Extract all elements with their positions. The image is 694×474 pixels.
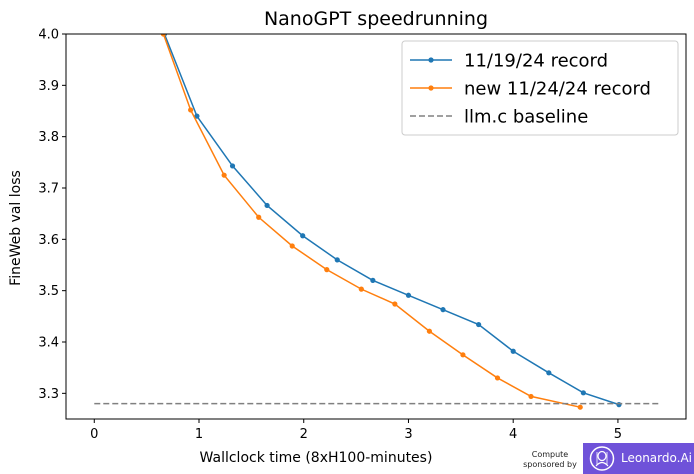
- legend-label: llm.c baseline: [464, 107, 588, 128]
- y-axis-label: FineWeb val loss: [8, 170, 24, 286]
- data-point: [616, 402, 622, 408]
- y-tick-label: 3.3: [38, 387, 59, 402]
- data-point: [580, 390, 586, 396]
- sponsor-caption: Compute sponsored by: [523, 450, 577, 469]
- legend-marker: [428, 57, 434, 63]
- data-point: [577, 404, 583, 410]
- data-point: [289, 243, 295, 249]
- plot-frame: [65, 33, 687, 420]
- y-tick-label: 3.7: [38, 182, 59, 197]
- data-point: [440, 307, 446, 313]
- y-tick-label: 4.0: [38, 28, 59, 43]
- data-point: [358, 286, 364, 292]
- x-tick-label: 0: [90, 427, 98, 442]
- y-tick-label: 3.5: [38, 284, 59, 299]
- data-point: [229, 163, 236, 169]
- sponsor-badge: Leonardo.Ai: [583, 443, 694, 474]
- data-point: [494, 375, 501, 381]
- legend-label: 11/19/24 record: [464, 51, 608, 72]
- data-point: [546, 370, 552, 376]
- legend-marker: [428, 85, 434, 91]
- x-tick-label: 4: [509, 427, 517, 442]
- data-point: [264, 202, 270, 209]
- data-point: [460, 352, 466, 358]
- series-line-0: [163, 34, 620, 406]
- data-point: [188, 107, 194, 113]
- legend-frame: [401, 40, 679, 136]
- x-axis-label: Wallclock time (8xH100-minutes): [200, 450, 433, 466]
- sponsor-banner: Compute sponsored by Leonardo.Ai: [518, 443, 694, 474]
- data-point: [370, 277, 376, 283]
- data-point: [334, 257, 340, 263]
- data-point: [300, 233, 306, 239]
- y-tick-label: 3.4: [38, 336, 59, 351]
- x-tick-label: 5: [614, 427, 622, 442]
- data-point: [256, 214, 262, 220]
- data-point: [405, 292, 412, 298]
- data-point: [426, 328, 433, 334]
- legend-label: new 11/24/24 record: [464, 79, 651, 100]
- data-point: [528, 393, 534, 400]
- data-point: [194, 113, 200, 119]
- leonardo-logo-icon: [589, 446, 615, 471]
- sponsor-name: Leonardo.Ai: [621, 451, 692, 465]
- data-point: [392, 301, 398, 307]
- x-tick-label: 2: [300, 427, 308, 442]
- chart-title: NanoGPT speedrunning: [264, 8, 488, 30]
- x-tick-label: 1: [195, 427, 203, 442]
- data-point: [160, 34, 166, 37]
- data-point: [510, 348, 516, 354]
- y-tick-label: 3.8: [38, 130, 59, 145]
- y-tick-label: 3.9: [38, 79, 59, 94]
- x-tick-label: 3: [404, 427, 412, 442]
- y-tick-label: 3.6: [38, 233, 59, 248]
- data-point: [324, 267, 330, 273]
- legend: 11/19/24 record new 11/24/24 record llm.c …: [401, 40, 679, 136]
- data-point: [476, 321, 482, 328]
- data-point: [221, 172, 227, 178]
